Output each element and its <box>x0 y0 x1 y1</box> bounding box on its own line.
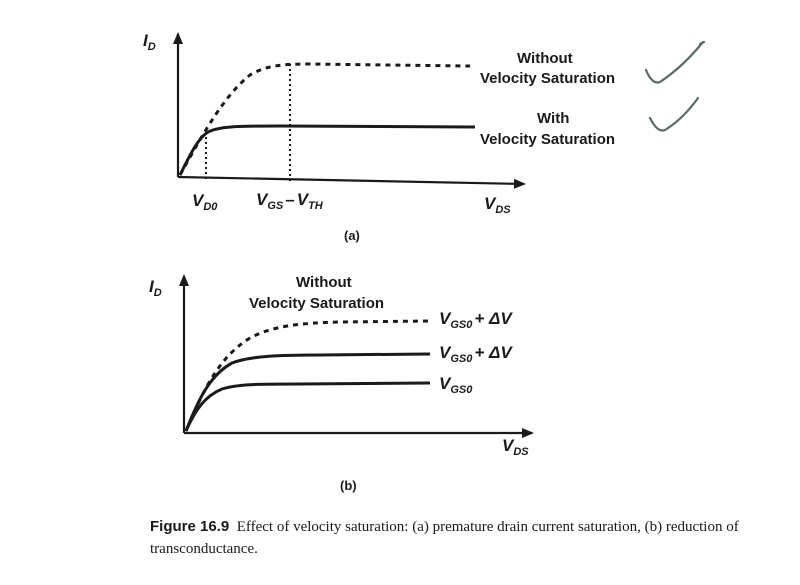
panel-b-curve-vgs0-plus-dv <box>184 352 431 432</box>
caption-text: Effect of velocity saturation: (a) prema… <box>150 519 739 557</box>
panel-a-label-without-1: Without <box>517 50 573 67</box>
panel-a-label-with-2: Velocity Saturation <box>480 131 615 148</box>
panel-a-y-axis-label: ID <box>143 31 156 53</box>
panel-b-label-mid: VGS0 + ΔV <box>439 343 513 365</box>
checkmark-icon <box>648 96 700 132</box>
figure-caption: Figure 16.9 Effect of velocity saturatio… <box>150 516 750 560</box>
panel-a-tick-vd0: VD0 <box>192 191 218 213</box>
panel-b-x-axis-label: VDS <box>502 436 529 458</box>
panel-a-label-with-1: With <box>537 110 569 127</box>
panel-b-label-top: VGS0 + ΔV <box>439 309 513 331</box>
panel-a-panel-label: (a) <box>344 228 360 243</box>
panel-a-curve-without <box>178 62 471 176</box>
panel-b-label-without-2: Velocity Saturation <box>249 295 384 312</box>
panel-a-x-axis-label: VDS <box>484 194 511 216</box>
panel-a-tick-vgs-vth: VGS – VTH <box>256 190 324 212</box>
panel-b-curve-vgs0 <box>184 381 431 432</box>
panel-a-curve-with <box>178 124 476 176</box>
figure-number: Figure 16.9 <box>150 518 230 535</box>
panel-b-label-without-1: Without <box>296 274 352 291</box>
panel-b-curve-without <box>184 319 431 432</box>
checkmark-icon <box>644 40 706 84</box>
panel-b-y-axis-label: ID <box>149 277 162 299</box>
panel-b-label-low: VGS0 <box>439 374 473 396</box>
panel-a-x-axis <box>177 175 526 189</box>
panel-b: ID VDS Without Velocity Saturation VGS0 +… <box>149 274 534 493</box>
panel-b-panel-label: (b) <box>340 478 357 493</box>
panel-a-label-without-2: Velocity Saturation <box>480 70 615 87</box>
panel-a: ID VDS VD0 VGS – VTH Without Velocity Satu… <box>143 31 706 243</box>
